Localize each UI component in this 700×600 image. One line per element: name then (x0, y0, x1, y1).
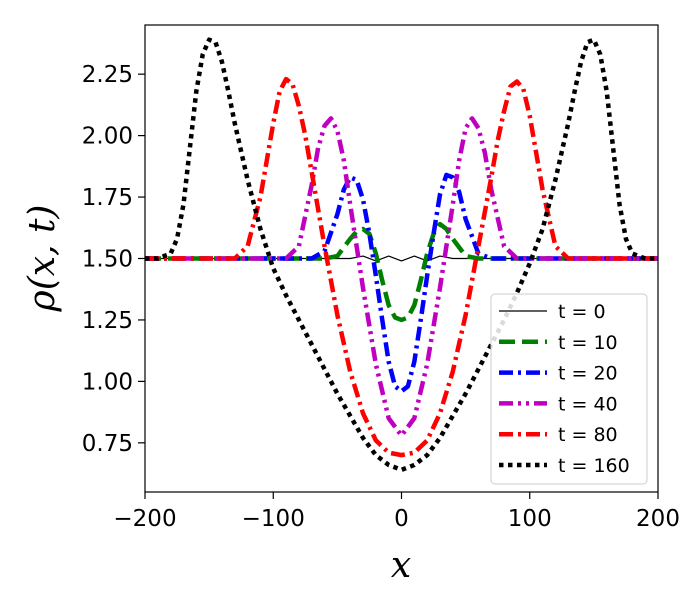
x-tick-label: 100 (508, 506, 552, 532)
y-tick-label: 1.25 (82, 308, 133, 334)
x-tick-label: 200 (636, 506, 680, 532)
y-tick-label: 2.00 (82, 124, 133, 150)
legend-label-4: t = 80 (558, 424, 618, 446)
legend-label-5: t = 160 (558, 455, 630, 477)
series-lines (145, 37, 658, 473)
y-tick-label: 0.75 (82, 431, 133, 457)
series-line-5 (145, 37, 658, 473)
series-line-1 (145, 221, 658, 323)
x-axis-title: x (391, 545, 411, 586)
x-tick-label: −200 (113, 506, 176, 532)
y-axis-title: ρ(x, t) (22, 205, 63, 313)
series-line-3 (145, 116, 658, 438)
legend-label-0: t = 0 (558, 301, 606, 323)
y-tick-label: 1.00 (82, 369, 133, 395)
legend-label-1: t = 10 (558, 332, 618, 354)
y-tick-label: 1.75 (82, 185, 133, 211)
series-line-2 (145, 172, 658, 394)
x-tick-label: −100 (242, 506, 305, 532)
y-tick-label: 1.50 (82, 247, 133, 273)
x-tick-label: 0 (394, 506, 409, 532)
legend-label-3: t = 40 (558, 393, 618, 415)
legend-label-2: t = 20 (558, 363, 618, 385)
series-line-4 (145, 76, 658, 458)
axis-ticks: −200 −100 0 100 200 0.75 1.00 1.25 1.50 1.75 2.00 2… (82, 62, 680, 532)
legend: t = 0 t = 10 t = 20 t = 40 t = 80 t = 160 (490, 293, 648, 485)
y-tick-label: 2.25 (82, 62, 133, 88)
